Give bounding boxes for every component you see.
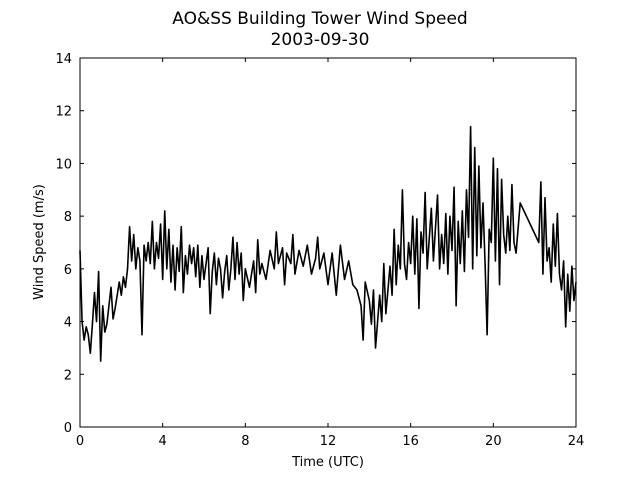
plot-frame — [79, 57, 577, 428]
x-axis-label: Time (UTC) — [291, 455, 364, 470]
y-axis-label: Wind Speed (m/s) — [32, 184, 47, 300]
y-tick-label: 0 — [64, 421, 72, 436]
chart-subtitle: 2003-09-30 — [271, 30, 370, 50]
y-tick-label: 10 — [55, 157, 72, 172]
x-tick-label: 0 — [76, 434, 84, 449]
y-tick-label: 8 — [64, 210, 72, 225]
x-tick-label: 12 — [320, 434, 337, 449]
y-tick-label: 6 — [64, 263, 72, 278]
data-line — [79, 125, 577, 362]
y-tick-label: 2 — [64, 368, 72, 383]
y-tick-label: 4 — [64, 316, 72, 331]
chart-title: AO&SS Building Tower Wind Speed — [172, 9, 467, 29]
y-tick-label: 14 — [55, 52, 72, 67]
x-tick-label: 16 — [402, 434, 419, 449]
x-tick-label: 24 — [568, 434, 585, 449]
y-tick-label: 12 — [55, 105, 72, 120]
x-tick-label: 4 — [159, 434, 167, 449]
x-tick-label: 20 — [485, 434, 502, 449]
x-tick-label: 8 — [241, 434, 249, 449]
